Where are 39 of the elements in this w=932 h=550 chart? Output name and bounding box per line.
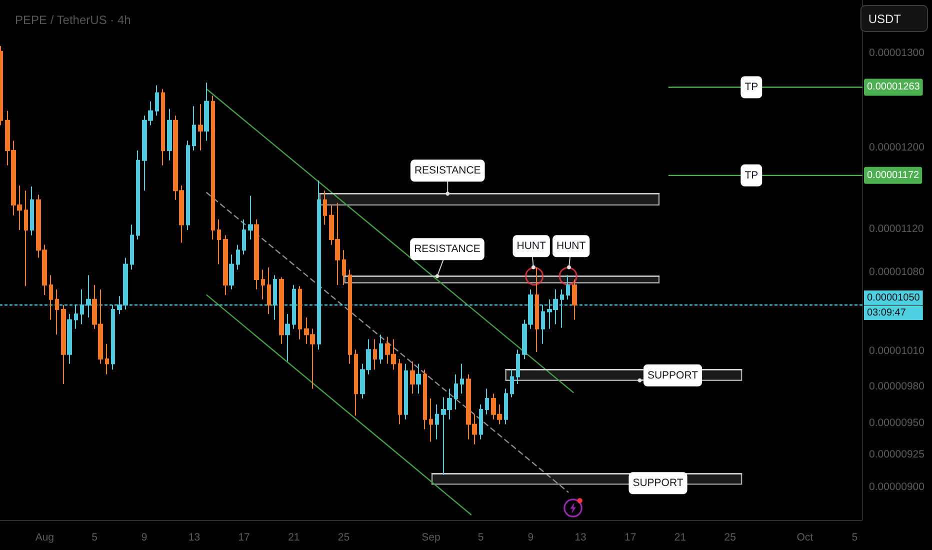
annotation: TP [744, 169, 758, 182]
x-tick-label: Oct [796, 532, 814, 544]
x-tick-label: 25 [724, 532, 736, 544]
y-axis-title: USDT [868, 12, 902, 26]
x-tick-label: Aug [35, 532, 54, 544]
x-tick-label: Sep [422, 532, 440, 544]
x-tick-label: 17 [624, 532, 636, 544]
y-tick-label: 0.00000950 [869, 417, 925, 430]
y-tick-label: 0.00001120 [869, 222, 924, 235]
x-tick-label: 5 [478, 532, 484, 544]
x-tick-label: 9 [528, 532, 534, 544]
y-tick-label: 0.00001300 [869, 47, 925, 60]
y-tick-label: 0.00001200 [869, 142, 925, 154]
annotation: SUPPORT [647, 369, 699, 382]
x-tick-label: 13 [574, 532, 587, 544]
annotation: HUNT [516, 240, 546, 252]
annotation: RESISTANCE [414, 164, 481, 177]
y-tick-label: 0.00000925 [869, 448, 925, 460]
data-label: 0.00001172 [867, 170, 920, 181]
x-tick-label: 5 [852, 532, 858, 544]
y-tick-label: 0.00000980 [869, 380, 925, 392]
y-tick-label: 0.00000900 [869, 480, 925, 493]
y-tick-label: 0.00001080 [869, 266, 925, 278]
data-label: 0.00001263 [867, 82, 920, 93]
annotation: TP [744, 81, 758, 94]
annotation: HUNT [556, 240, 586, 252]
x-tick-label: 17 [238, 532, 250, 544]
ref-line-label: 0.00001050 [867, 292, 920, 304]
text: PEPE / TetherUS · 4h [15, 13, 131, 27]
x-tick-label: 13 [188, 532, 200, 544]
y-tick-label: 0.00001010 [869, 344, 925, 357]
x-tick-label: 21 [288, 532, 300, 544]
annotation: RESISTANCE [414, 243, 480, 256]
x-tick-label: 25 [338, 532, 350, 544]
x-tick-label: 9 [141, 532, 148, 544]
text: 03:09:47 [867, 308, 906, 319]
x-tick-label: 21 [674, 532, 686, 544]
x-tick-label: 5 [92, 532, 98, 544]
annotation: SUPPORT [632, 477, 684, 490]
